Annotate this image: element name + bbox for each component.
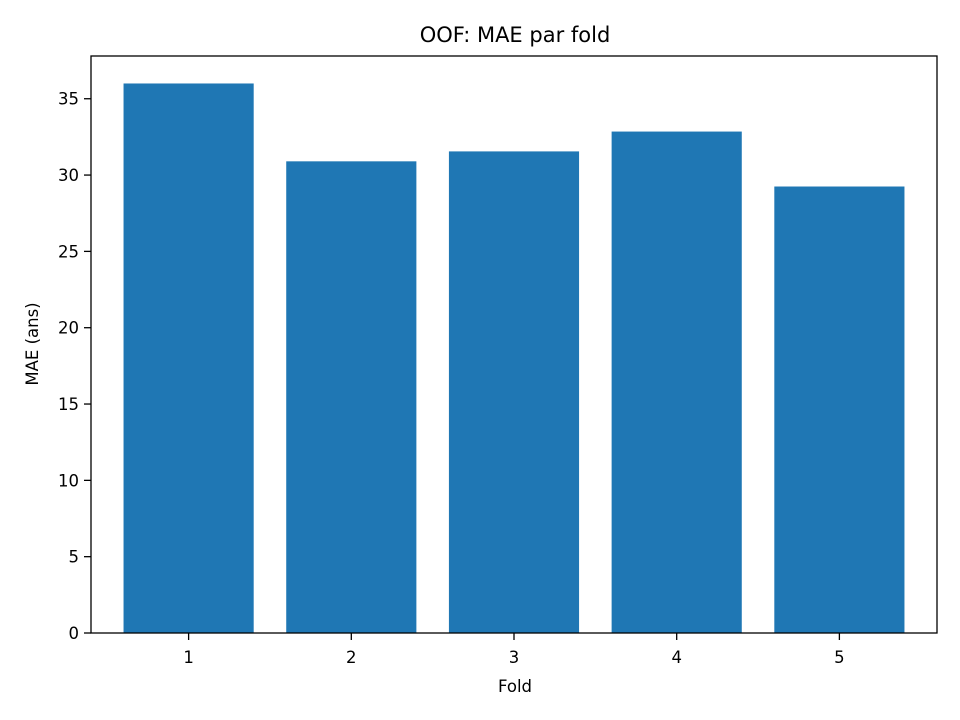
bar-fold-4 [611, 131, 742, 633]
y-tick-label: 5 [69, 548, 80, 567]
x-tick-label: 3 [509, 648, 520, 667]
bar-fold-1 [123, 83, 254, 634]
x-tick-label: 2 [346, 648, 357, 667]
x-axis-label: Fold [498, 677, 532, 696]
y-tick-label: 25 [58, 242, 79, 261]
y-axis-ticks: 0 5 10 15 20 25 30 35 [58, 90, 91, 643]
x-axis-ticks: 1 2 3 4 5 [183, 633, 845, 667]
chart-title: OOF: MAE par fold [420, 23, 611, 47]
y-tick-label: 20 [58, 319, 79, 338]
y-tick-label: 30 [58, 166, 79, 185]
y-tick-label: 0 [69, 624, 80, 643]
plot-frame [90, 55, 938, 634]
x-tick-label: 5 [834, 648, 845, 667]
y-tick-label: 15 [58, 395, 79, 414]
x-tick-label: 4 [671, 648, 682, 667]
bars-group [123, 83, 905, 634]
x-tick-label: 1 [183, 648, 194, 667]
y-tick-label: 35 [58, 90, 79, 109]
bar-fold-3 [448, 151, 580, 633]
bar-fold-5 [774, 186, 905, 633]
bar-fold-2 [286, 161, 417, 633]
y-axis-label: MAE (ans) [23, 302, 42, 385]
y-tick-label: 10 [58, 471, 79, 490]
